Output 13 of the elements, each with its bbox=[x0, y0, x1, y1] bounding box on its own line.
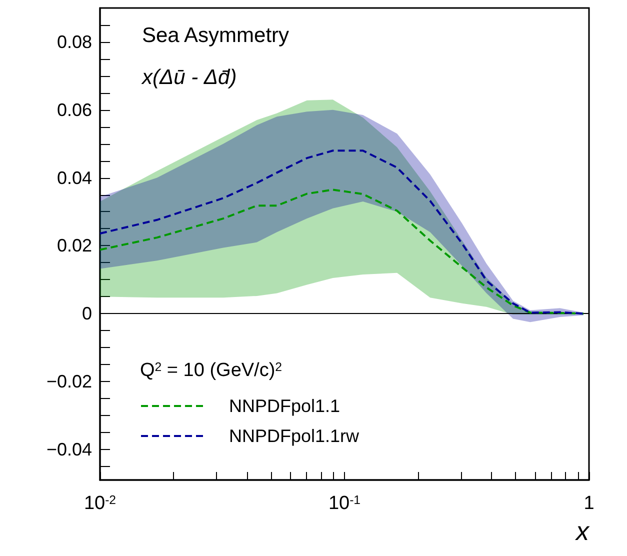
x-tick-label: 1 bbox=[584, 493, 594, 514]
y-tick-label: 0.06 bbox=[56, 100, 92, 120]
legend-label: NNPDFpol1.1rw bbox=[229, 426, 360, 446]
y-tick-label: 0.08 bbox=[56, 32, 92, 52]
y-tick-label: −0.02 bbox=[46, 372, 92, 392]
y-tick-label: 0.04 bbox=[56, 168, 92, 188]
y-tick-label: −0.04 bbox=[46, 439, 92, 460]
y-tick-label: 0.02 bbox=[56, 236, 92, 256]
y-tick-label: 0 bbox=[82, 304, 92, 324]
text: x(Δū - Δd̄) bbox=[141, 66, 237, 89]
legend-label: NNPDFpol1.1 bbox=[229, 396, 340, 416]
text: Sea Asymmetry bbox=[142, 24, 290, 47]
x-axis-title: x bbox=[574, 516, 590, 546]
